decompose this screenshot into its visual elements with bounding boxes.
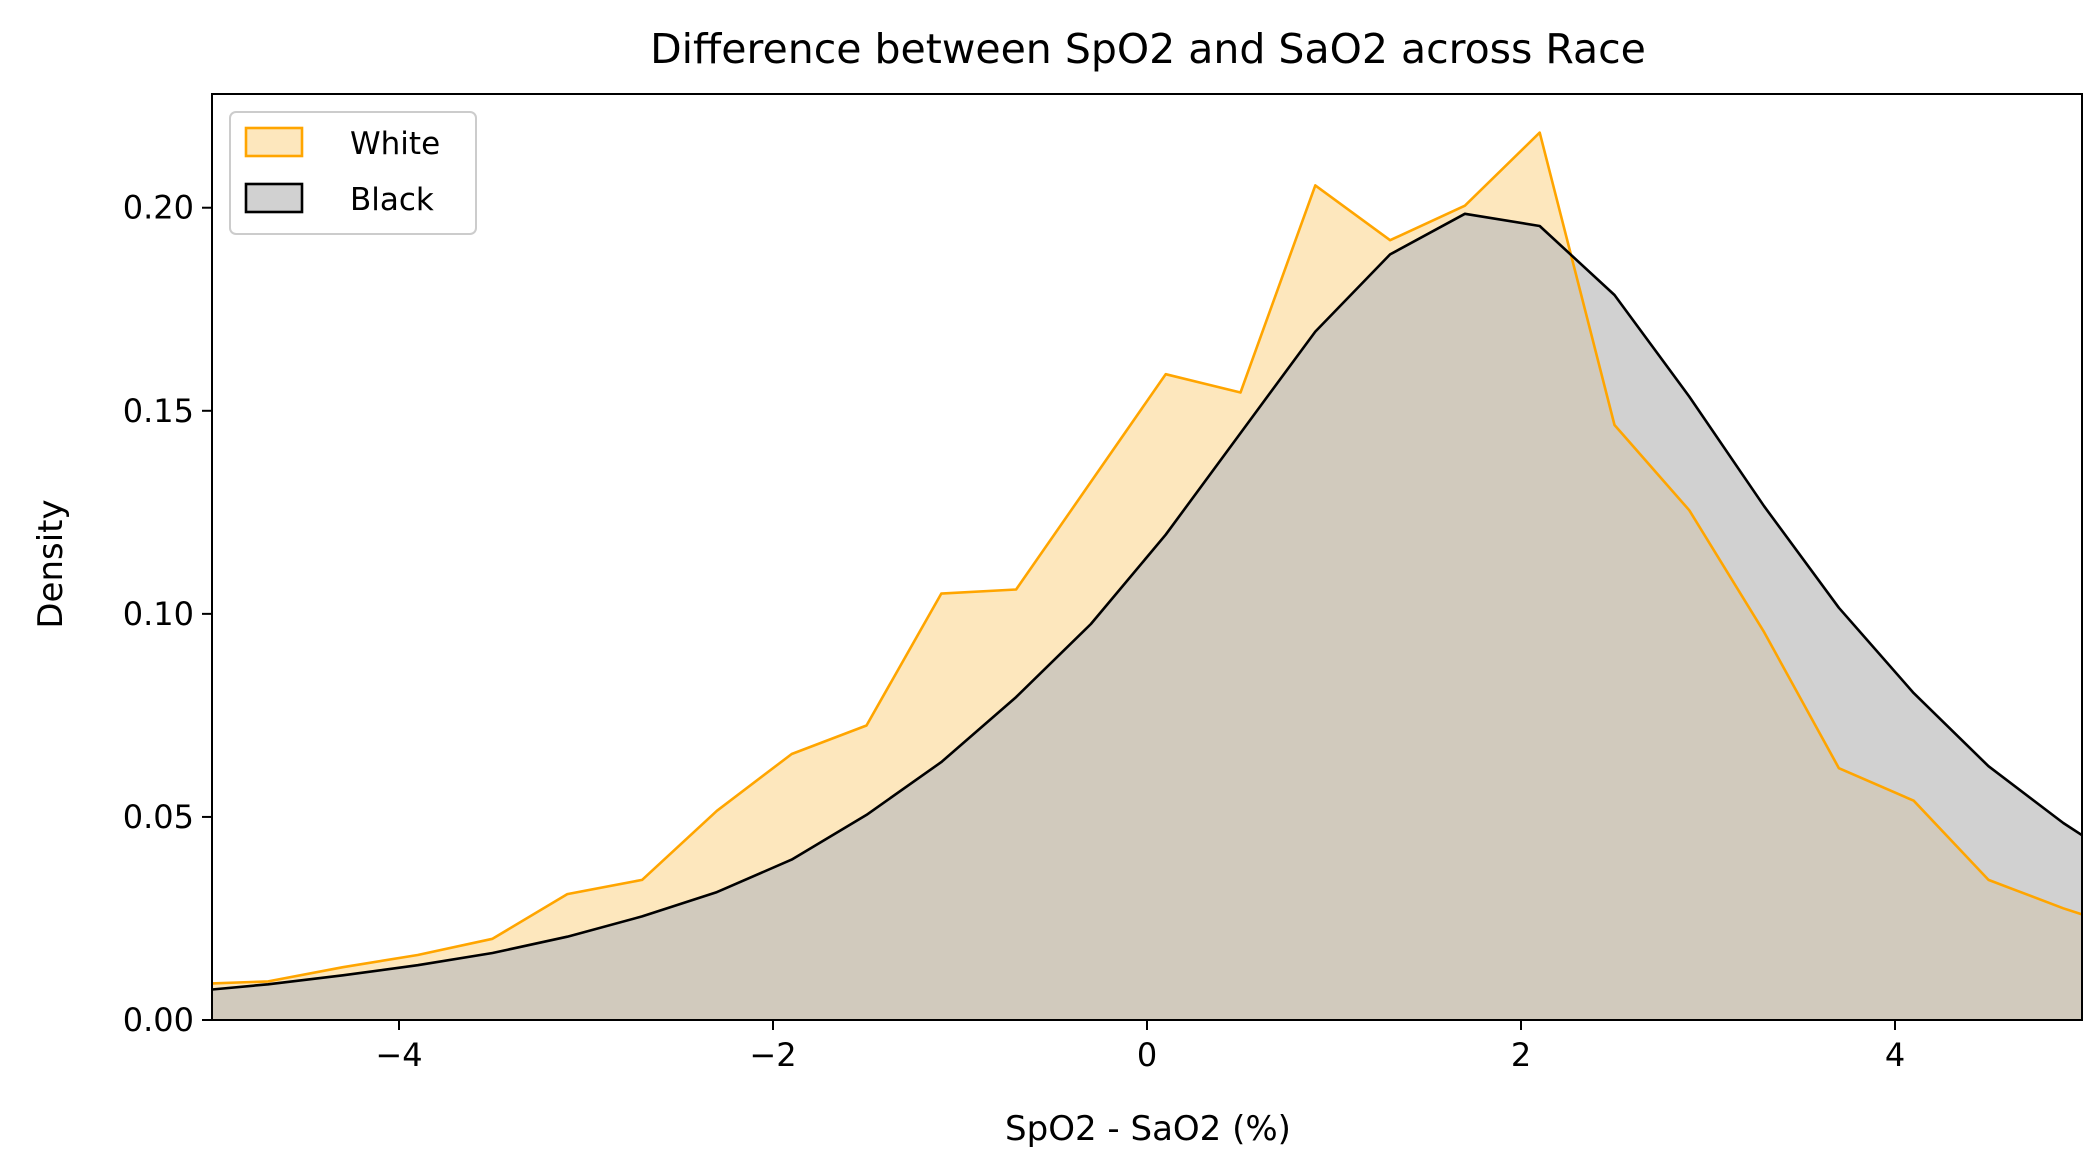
series-area-black [212,213,2082,1021]
x-tick-label: −2 [749,1036,796,1074]
series-lines [211,131,2083,991]
y-tick-label: 0.20 [123,189,194,227]
series-fills [212,132,2082,1021]
x-tick-label: 4 [1885,1036,1905,1074]
x-tick-label: −4 [375,1036,422,1074]
y-tick-label: 0.15 [123,392,194,430]
legend-swatch-black [244,182,304,214]
legend-label-black: Black [350,182,434,218]
x-axis-label: SpO2 - SaO2 (%) [1005,1109,1291,1149]
legend-label-white: White [350,126,440,162]
y-tick-label: 0.05 [123,798,194,836]
y-axis-label: Density [31,499,71,628]
y-tick-label: 0.10 [123,595,194,633]
legend: White Black [229,111,477,235]
x-tick-label: 0 [1137,1036,1157,1074]
axes: −4 −2 0 2 4 0.00 0.05 0.10 0.15 0.20 [123,93,2083,1074]
x-tick-label: 2 [1511,1036,1531,1074]
series-line-black [211,212,2083,991]
y-tick-label: 0.00 [123,1001,194,1039]
chart-title: Difference between SpO2 and SaO2 across … [650,25,1646,73]
legend-swatch-white [244,126,304,158]
series-line-white [211,131,2083,985]
